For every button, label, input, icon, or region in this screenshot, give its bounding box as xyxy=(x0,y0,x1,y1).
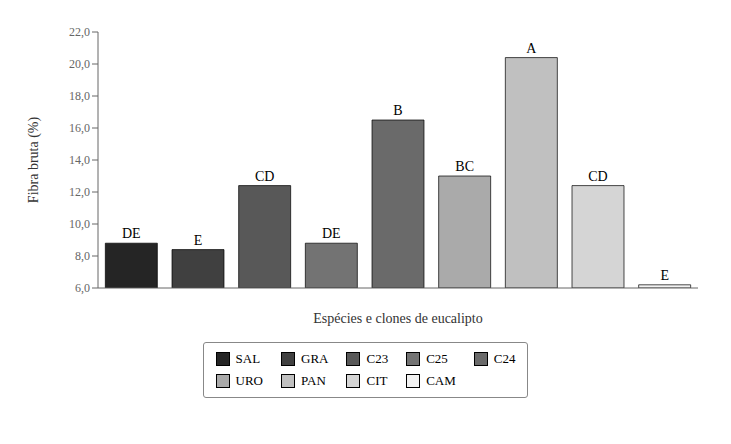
svg-text:Espécies e clones de eucalipto: Espécies e clones de eucalipto xyxy=(313,311,482,326)
svg-text:18,0: 18,0 xyxy=(69,89,90,103)
svg-text:E: E xyxy=(660,268,669,283)
svg-text:8,0: 8,0 xyxy=(75,249,90,263)
html-text:C25: C25 xyxy=(426,351,448,366)
html-text:SAL: SAL xyxy=(235,351,261,366)
svg-text:Fibra bruta (%): Fibra bruta (%) xyxy=(26,117,42,204)
html-text:C24: C24 xyxy=(493,351,516,366)
svg-text:E: E xyxy=(194,233,203,248)
html-text:C23: C23 xyxy=(366,351,389,366)
svg-text:DE: DE xyxy=(322,226,341,241)
html-text:PAN: PAN xyxy=(301,373,326,388)
html-text:URO: URO xyxy=(235,373,263,388)
svg-text:CD: CD xyxy=(255,169,274,184)
svg-text:22,0: 22,0 xyxy=(69,25,90,39)
html-text:CIT: CIT xyxy=(366,373,388,388)
svg-text:20,0: 20,0 xyxy=(69,57,90,71)
svg-text:B: B xyxy=(393,103,402,118)
svg-text:CD: CD xyxy=(588,169,607,184)
svg-text:10,0: 10,0 xyxy=(69,217,90,231)
html-text:GRA: GRA xyxy=(301,351,329,366)
svg-text:6,0: 6,0 xyxy=(75,281,90,295)
html-text:CAM: CAM xyxy=(426,373,456,388)
svg-text:14,0: 14,0 xyxy=(69,153,90,167)
svg-text:12,0: 12,0 xyxy=(69,185,90,199)
svg-text:A: A xyxy=(526,41,537,56)
svg-text:BC: BC xyxy=(455,159,474,174)
svg-text:16,0: 16,0 xyxy=(69,121,90,135)
svg-text:DE: DE xyxy=(122,226,141,241)
